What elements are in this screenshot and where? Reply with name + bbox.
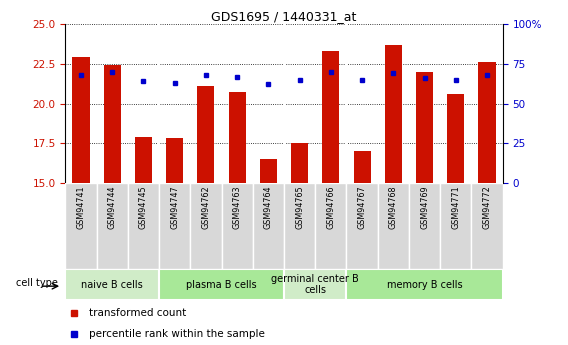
Text: GSM94747: GSM94747 [170,186,179,229]
Text: germinal center B
cells: germinal center B cells [272,274,359,295]
Bar [159,269,284,300]
Text: GSM94765: GSM94765 [295,186,304,229]
Text: GSM94772: GSM94772 [483,186,491,229]
Title: GDS1695 / 1440331_at: GDS1695 / 1440331_at [211,10,357,23]
Bar [346,269,503,300]
Bar [190,183,222,269]
Bar [253,183,284,269]
Text: GSM94763: GSM94763 [233,186,241,229]
Text: GSM94764: GSM94764 [264,186,273,229]
Text: GSM94745: GSM94745 [139,186,148,229]
Bar [197,86,215,183]
Bar [284,183,315,269]
Bar [159,183,190,269]
Bar [346,183,378,269]
Bar [128,183,159,269]
Bar [72,58,90,183]
Bar [65,269,159,300]
Text: cell type: cell type [16,278,58,288]
Bar [440,183,471,269]
Bar [478,62,496,183]
Text: GSM94766: GSM94766 [327,186,335,229]
Bar [135,137,152,183]
Bar [409,183,440,269]
Bar [97,183,128,269]
Bar [378,183,409,269]
Bar [291,143,308,183]
Text: memory B cells: memory B cells [387,280,462,289]
Bar [447,94,465,183]
Text: percentile rank within the sample: percentile rank within the sample [89,329,265,339]
Bar [166,138,183,183]
Text: GSM94768: GSM94768 [389,186,398,229]
Text: transformed count: transformed count [89,308,187,318]
Text: naive B cells: naive B cells [81,280,143,289]
Bar [103,66,121,183]
Bar [222,183,253,269]
Bar [284,269,346,300]
Bar [315,183,346,269]
Text: GSM94771: GSM94771 [452,186,460,229]
Bar [416,72,433,183]
Bar [471,183,503,269]
Text: GSM94769: GSM94769 [420,186,429,229]
Text: GSM94744: GSM94744 [108,186,116,229]
Bar [385,45,402,183]
Text: GSM94762: GSM94762 [202,186,210,229]
Bar [322,51,340,183]
Bar [65,183,97,269]
Text: plasma B cells: plasma B cells [186,280,257,289]
Bar [353,151,371,183]
Text: GSM94741: GSM94741 [77,186,85,229]
Bar [228,92,246,183]
Bar [260,159,277,183]
Text: GSM94767: GSM94767 [358,186,366,229]
